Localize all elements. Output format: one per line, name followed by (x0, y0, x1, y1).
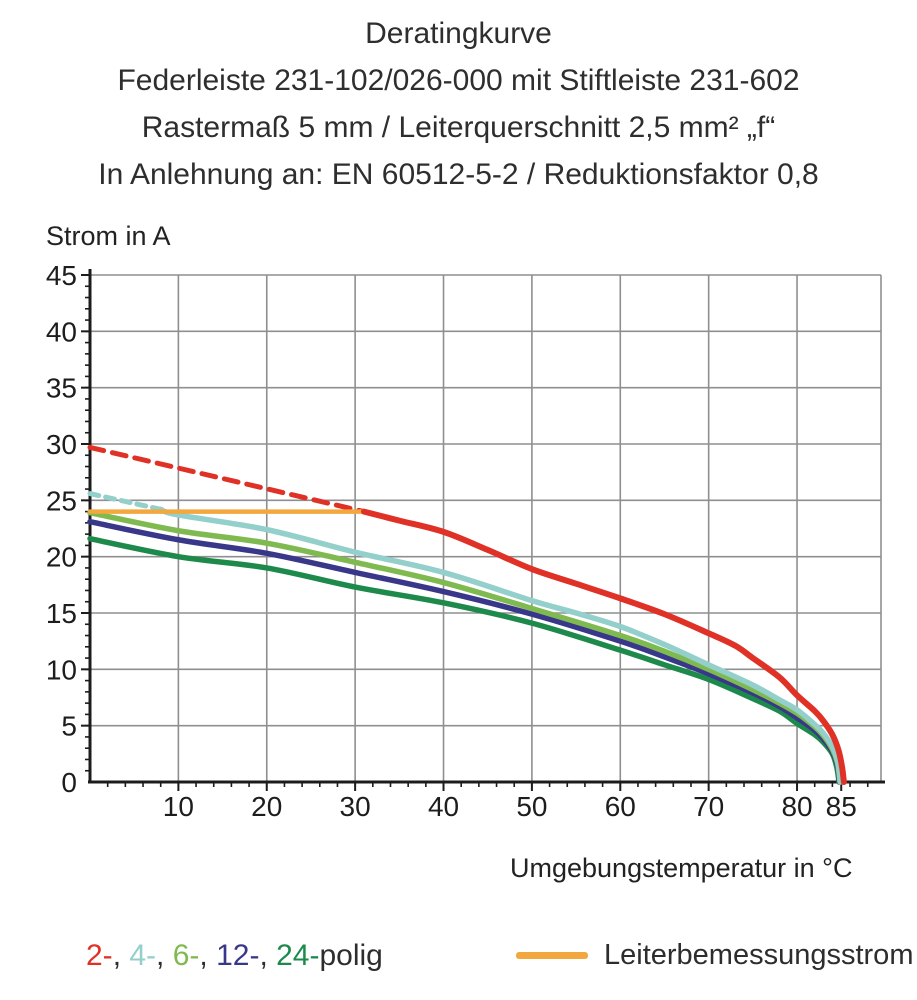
y-tick-label: 40 (46, 316, 77, 347)
legend-polig-suffix: polig (319, 939, 383, 972)
x-tick-label: 70 (693, 791, 724, 822)
legend-separator: , (112, 939, 130, 972)
legend-separator: , (259, 939, 277, 972)
y-tick-label: 35 (46, 373, 77, 404)
legend-item-12polig: 12- (216, 939, 260, 972)
y-tick-label: 5 (61, 711, 77, 742)
chart-subtitle-products: Federleiste 231-102/026-000 mit Stiftlei… (117, 64, 800, 97)
y-tick-label: 20 (46, 542, 77, 573)
x-tick-label: 20 (251, 791, 282, 822)
rated-current-legend: Leiterbemessungsstrom (516, 939, 913, 972)
curve-2-polig-dashed (87, 444, 367, 515)
chart-subtitle-standard: In Anlehnung an: EN 60512-5-2 / Reduktio… (98, 158, 819, 191)
curve-4-polig (157, 506, 844, 785)
y-tick-label: 45 (46, 260, 77, 291)
x-tick-label: 50 (516, 791, 547, 822)
poles-legend: 2-, 4-, 6-, 12-, 24-polig (86, 939, 383, 973)
y-axis-label: Strom in A (46, 221, 171, 251)
y-tick-label: 30 (46, 429, 77, 460)
chart-subtitle-spec: Rastermaß 5 mm / Leiterquerschnitt 2,5 m… (141, 111, 776, 144)
x-axis-label: Umgebungstemperatur in °C (510, 853, 853, 883)
x-tick-label: 80 (781, 791, 812, 822)
x-tick-label: 30 (340, 791, 371, 822)
curve-4-polig-dashed (87, 491, 164, 512)
legend-item-4polig: 4- (129, 939, 157, 972)
x-tick-label: 10 (163, 791, 194, 822)
y-tick-label: 25 (46, 485, 77, 516)
y-tick-label: 15 (46, 598, 77, 629)
x-tick-label: 60 (605, 791, 636, 822)
curve-24-polig (87, 535, 842, 785)
rated-current-line-swatch (516, 952, 588, 959)
curve-2-polig (360, 508, 847, 785)
derating-curve-plot: 10 20 30 40 50 60 70 80 85 0 5 10 15 20 25 30 35 40 45 (46, 260, 885, 822)
x-tick-label: 85 (826, 791, 857, 822)
rated-current-label: Leiterbemessungsstrom (604, 939, 914, 971)
y-tick-label: 0 (61, 767, 77, 798)
chart-title: Deratingkurve (365, 17, 552, 50)
x-tick-label: 40 (428, 791, 459, 822)
curve-6-polig (87, 509, 843, 785)
chart-title-block: Deratingkurve Federleiste 231-102/026-00… (0, 10, 917, 198)
legend-item-2polig: 2- (86, 939, 113, 972)
legend-item-6polig: 6- (172, 939, 200, 972)
y-tick-label: 10 (46, 654, 77, 685)
legend-separator: , (156, 939, 173, 972)
legend-item-24polig: 24- (276, 939, 320, 972)
legend-separator: , (199, 939, 217, 972)
